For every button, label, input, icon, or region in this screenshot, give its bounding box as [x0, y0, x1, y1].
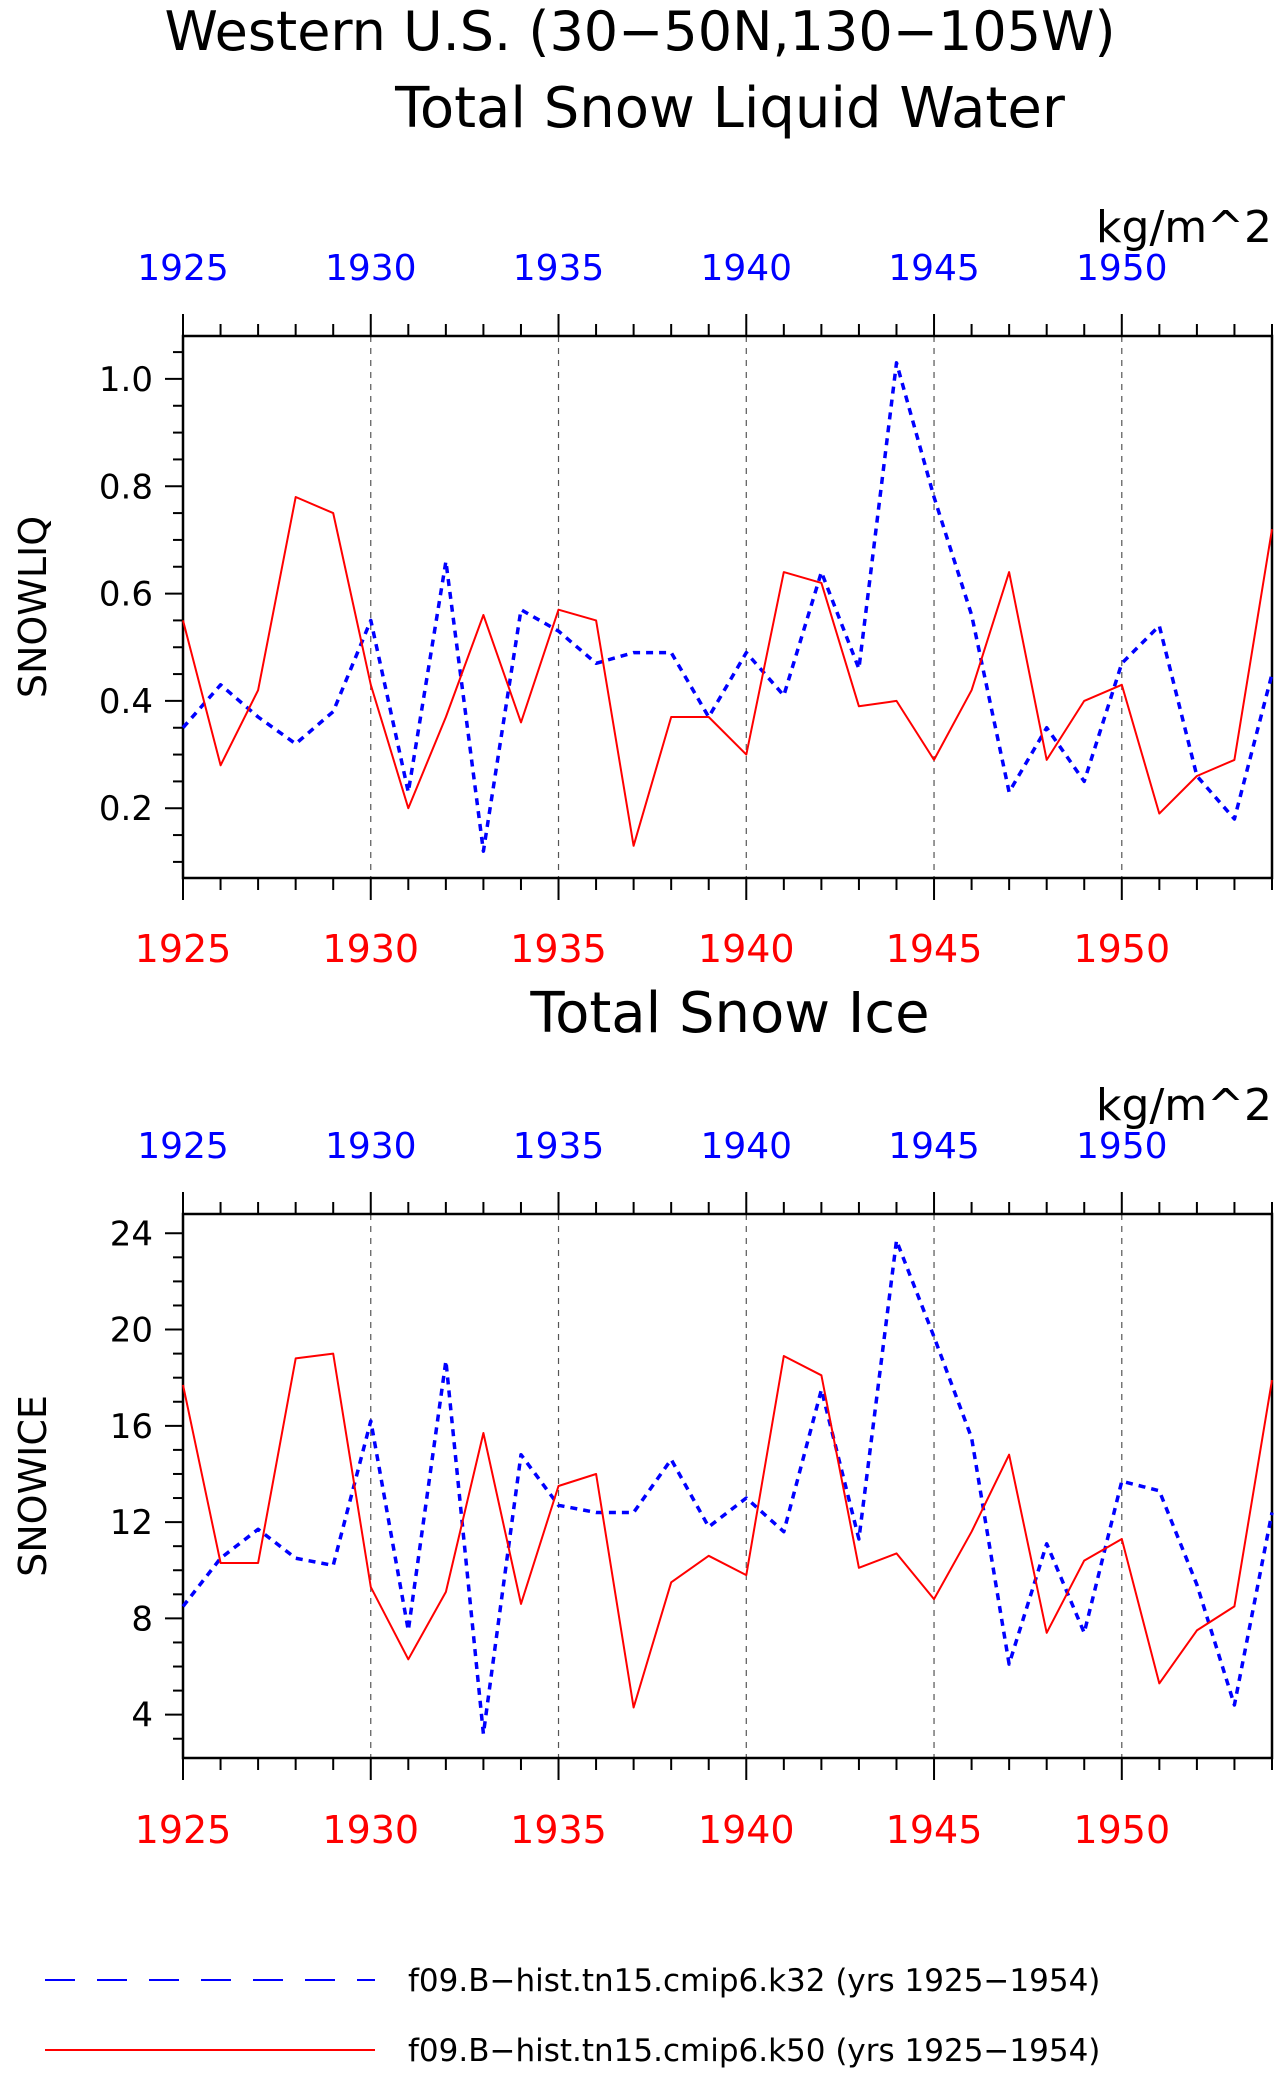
chart-0-xlabel-top-1950: 1950 — [1076, 248, 1168, 289]
chart-1-ylabel-8: 8 — [131, 1599, 153, 1639]
chart-1-ylabel-12: 12 — [110, 1503, 153, 1543]
chart-1-series-k50 — [182, 1352, 1273, 1709]
chart-1-title: Total Snow Ice — [529, 981, 929, 1046]
chart-1-units: kg/m^2 — [1096, 1080, 1272, 1131]
legend-label-k50: f09.B−hist.tn15.cmip6.k50 (yrs 1925−1954… — [408, 2033, 1100, 2069]
chart-1-ylabel-16: 16 — [110, 1407, 153, 1447]
chart-0-xlabel-bottom-1940: 1940 — [698, 927, 795, 971]
figure-title: Western U.S. (30−50N,130−105W) — [164, 0, 1115, 63]
chart-0-ylabel: SNOWLIQ — [11, 516, 55, 698]
chart-0-title: Total Snow Liquid Water — [394, 76, 1066, 141]
legend-label-k32: f09.B−hist.tn15.cmip6.k32 (yrs 1925−1954… — [408, 1963, 1100, 1999]
chart-0-series-k32 — [181, 361, 1274, 853]
legend: f09.B−hist.tn15.cmip6.k32 (yrs 1925−1954… — [45, 1963, 1100, 2069]
chart-0-xlabel-bottom-1935: 1935 — [510, 927, 607, 971]
chart-1-xlabel-top-1925: 1925 — [137, 1126, 229, 1167]
chart-0-xlabel-top-1925: 1925 — [137, 248, 229, 289]
chart-0-frame — [181, 334, 1274, 880]
chart-0-xlabel-top-1935: 1935 — [513, 248, 605, 289]
chart-1-xlabel-bottom-1940: 1940 — [698, 1808, 795, 1852]
chart-1-ylabel-4: 4 — [131, 1696, 153, 1736]
chart-0-xlabel-bottom-1925: 1925 — [135, 927, 232, 971]
chart-1-ylabel-24: 24 — [110, 1214, 153, 1254]
chart-1-xlabel-bottom-1945: 1945 — [886, 1808, 983, 1852]
chart-1-xlabel-bottom-1925: 1925 — [135, 1808, 232, 1852]
chart-1-xlabel-top-1930: 1930 — [325, 1126, 417, 1167]
chart-1-ylabel-20: 20 — [110, 1311, 153, 1351]
chart-0-ylabel-0.4: 0.4 — [99, 682, 153, 722]
chart-0-ylabel-0.2: 0.2 — [99, 789, 153, 829]
chart-0-ylabel-1.0: 1.0 — [99, 360, 153, 400]
chart-1-series-k32 — [181, 1238, 1274, 1736]
chart-0-ylabel-0.8: 0.8 — [99, 467, 153, 507]
chart-0-xlabel-bottom-1930: 1930 — [322, 927, 419, 971]
chart-0-series-k50 — [182, 496, 1273, 847]
chart-1-xlabel-bottom-1950: 1950 — [1073, 1808, 1170, 1852]
chart-1-xlabel-top-1935: 1935 — [513, 1126, 605, 1167]
chart-1-xlabel-bottom-1930: 1930 — [322, 1808, 419, 1852]
chart-0-xlabel-bottom-1950: 1950 — [1073, 927, 1170, 971]
chart-0-xlabel-top-1930: 1930 — [325, 248, 417, 289]
chart-1-frame — [181, 1212, 1274, 1760]
chart-1-xlabel-top-1940: 1940 — [700, 1126, 792, 1167]
panel-snowliq: Total Snow Liquid Water kg/m^2 1925 1925 193… — [11, 76, 1274, 971]
chart-0-ylabel-0.6: 0.6 — [99, 575, 153, 615]
chart-1-ylabel: SNOWICE — [11, 1395, 55, 1577]
panel-snowice: Total Snow Ice kg/m^2 1925 1925 1930 1930 1935… — [11, 981, 1274, 1852]
chart-1-xlabel-top-1950: 1950 — [1076, 1126, 1168, 1167]
chart-1-xlabel-bottom-1935: 1935 — [510, 1808, 607, 1852]
chart-0-xlabel-top-1945: 1945 — [888, 248, 980, 289]
chart-1-xlabel-top-1945: 1945 — [888, 1126, 980, 1167]
chart-0-units: kg/m^2 — [1096, 202, 1272, 253]
chart-0-xlabel-bottom-1945: 1945 — [886, 927, 983, 971]
chart-0-xlabel-top-1940: 1940 — [700, 248, 792, 289]
